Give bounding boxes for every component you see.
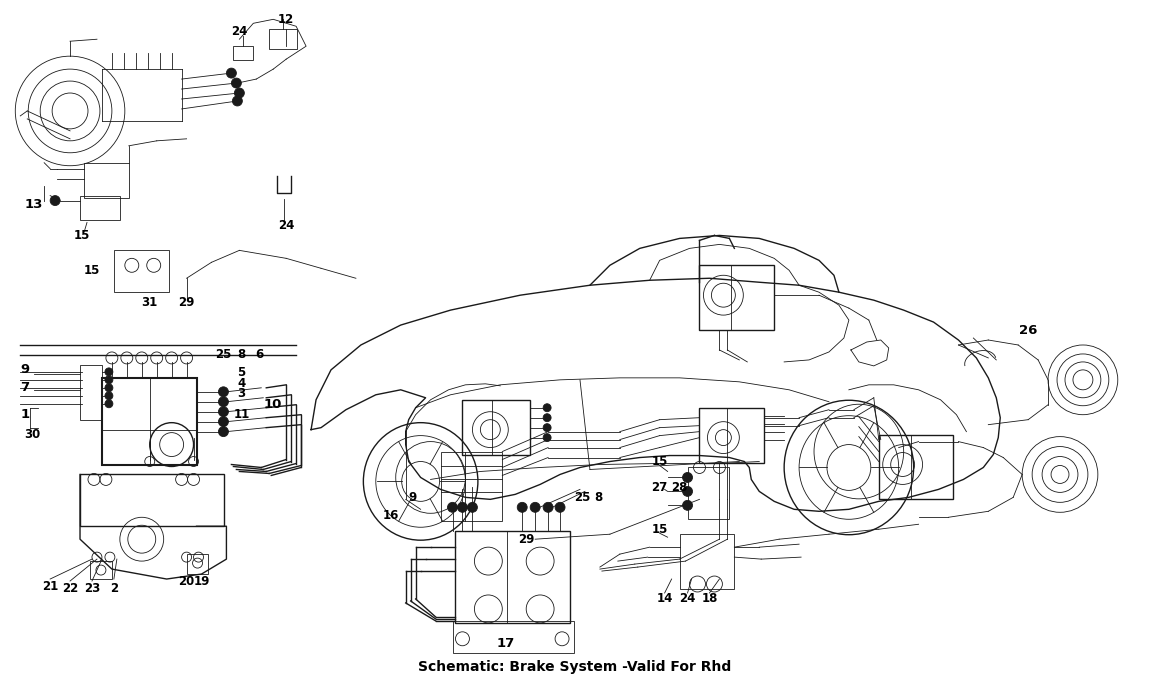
Bar bbox=[84, 163, 129, 197]
Text: 20: 20 bbox=[178, 574, 194, 587]
Text: 27: 27 bbox=[652, 481, 668, 494]
Bar bbox=[269, 29, 297, 49]
Text: 24: 24 bbox=[278, 219, 294, 232]
Bar bbox=[440, 451, 503, 521]
Circle shape bbox=[218, 407, 229, 417]
Bar bbox=[879, 434, 953, 499]
Circle shape bbox=[555, 502, 565, 512]
Circle shape bbox=[232, 96, 243, 106]
Text: 23: 23 bbox=[84, 583, 100, 596]
Text: 28: 28 bbox=[672, 481, 688, 494]
Bar bbox=[688, 467, 729, 519]
Text: 21: 21 bbox=[43, 581, 59, 594]
Text: 15: 15 bbox=[84, 264, 100, 277]
Text: 29: 29 bbox=[518, 533, 535, 546]
Bar bbox=[699, 408, 765, 462]
Circle shape bbox=[105, 392, 113, 400]
Text: 15: 15 bbox=[74, 229, 90, 242]
Text: 24: 24 bbox=[231, 25, 247, 38]
Circle shape bbox=[105, 400, 113, 408]
Text: 8: 8 bbox=[237, 348, 245, 361]
Text: 2: 2 bbox=[109, 583, 118, 596]
Text: 22: 22 bbox=[62, 583, 78, 596]
Circle shape bbox=[683, 501, 692, 510]
Bar bbox=[81, 475, 224, 526]
Text: 29: 29 bbox=[178, 296, 194, 309]
Bar bbox=[699, 408, 728, 462]
Circle shape bbox=[105, 384, 113, 392]
Text: 8: 8 bbox=[593, 491, 603, 504]
Circle shape bbox=[235, 88, 244, 98]
Text: 11: 11 bbox=[233, 408, 250, 421]
Circle shape bbox=[518, 502, 527, 512]
Text: 9: 9 bbox=[408, 491, 416, 504]
Text: Schematic: Brake System -Valid For Rhd: Schematic: Brake System -Valid For Rhd bbox=[419, 660, 731, 673]
Bar bbox=[879, 434, 911, 499]
Circle shape bbox=[231, 78, 241, 88]
Text: 30: 30 bbox=[24, 428, 40, 441]
Text: 19: 19 bbox=[193, 574, 209, 587]
Circle shape bbox=[543, 414, 551, 421]
Text: 24: 24 bbox=[680, 592, 696, 605]
Text: 26: 26 bbox=[1019, 324, 1037, 337]
Circle shape bbox=[218, 417, 229, 427]
Bar bbox=[186, 554, 208, 574]
Text: 9: 9 bbox=[21, 363, 30, 376]
Circle shape bbox=[543, 423, 551, 432]
Bar bbox=[81, 365, 102, 419]
Circle shape bbox=[218, 397, 229, 407]
Circle shape bbox=[458, 502, 467, 512]
Bar bbox=[102, 378, 197, 466]
Text: 25: 25 bbox=[215, 348, 231, 361]
Circle shape bbox=[530, 502, 540, 512]
Text: 14: 14 bbox=[657, 592, 673, 605]
Text: 15: 15 bbox=[651, 522, 668, 535]
Text: 5: 5 bbox=[237, 366, 245, 379]
Text: 16: 16 bbox=[383, 509, 399, 522]
Text: 1: 1 bbox=[21, 408, 30, 421]
Text: 6: 6 bbox=[255, 348, 263, 361]
Text: 3: 3 bbox=[237, 387, 245, 400]
Circle shape bbox=[543, 434, 551, 442]
Bar bbox=[455, 531, 570, 623]
Bar bbox=[699, 265, 731, 330]
Bar bbox=[455, 531, 507, 623]
Text: 13: 13 bbox=[25, 198, 44, 211]
Text: 7: 7 bbox=[21, 381, 30, 394]
Bar bbox=[81, 195, 120, 221]
Circle shape bbox=[543, 502, 553, 512]
Circle shape bbox=[218, 387, 229, 397]
Bar bbox=[462, 400, 492, 455]
Text: 15: 15 bbox=[651, 455, 668, 468]
Circle shape bbox=[218, 427, 229, 436]
Text: 31: 31 bbox=[141, 296, 158, 309]
Bar bbox=[462, 400, 530, 455]
Circle shape bbox=[227, 68, 237, 78]
Text: 4: 4 bbox=[237, 377, 245, 390]
Bar bbox=[114, 251, 169, 292]
Circle shape bbox=[467, 502, 477, 512]
Text: 18: 18 bbox=[702, 592, 718, 605]
Circle shape bbox=[105, 376, 113, 384]
Circle shape bbox=[447, 502, 458, 512]
Circle shape bbox=[683, 473, 692, 482]
Circle shape bbox=[51, 195, 60, 206]
Text: 25: 25 bbox=[574, 491, 590, 504]
Text: 17: 17 bbox=[496, 637, 514, 650]
Text: 12: 12 bbox=[278, 13, 294, 26]
Circle shape bbox=[543, 404, 551, 412]
Bar bbox=[452, 621, 574, 653]
Bar bbox=[699, 265, 774, 330]
Bar bbox=[680, 534, 735, 589]
Bar bbox=[90, 561, 112, 579]
Bar bbox=[233, 46, 253, 60]
Text: 10: 10 bbox=[264, 398, 283, 411]
Circle shape bbox=[105, 368, 113, 376]
Circle shape bbox=[683, 486, 692, 497]
